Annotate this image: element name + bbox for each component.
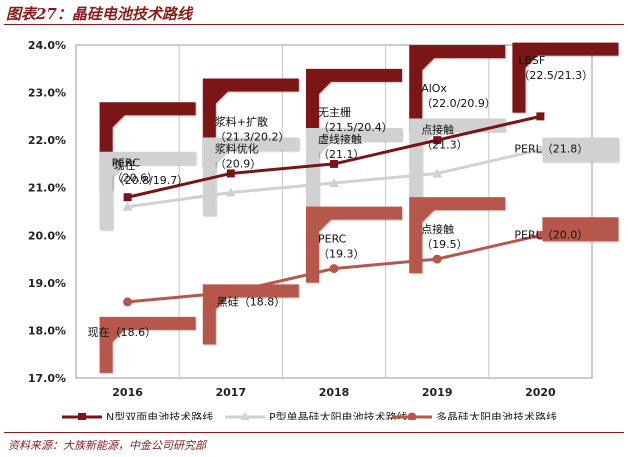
chevron-callout	[542, 137, 619, 162]
callout-label: （20.9）	[215, 157, 261, 170]
data-point	[123, 193, 132, 202]
data-point	[226, 287, 236, 297]
chevron-callout	[542, 217, 619, 242]
data-point	[225, 187, 236, 197]
chevron-callout	[409, 197, 506, 274]
data-point	[432, 168, 443, 178]
chevron-callout	[306, 206, 402, 283]
plot-area	[75, 44, 593, 379]
legend-label: P型单晶硅太阳电池技术路线	[269, 410, 408, 420]
figure-title: 图表27：晶硅电池技术路线	[6, 5, 192, 23]
data-point	[535, 144, 546, 154]
data-point	[226, 169, 235, 178]
legend-label: N型双面电池技术路线	[106, 410, 213, 420]
callout-label: PERC	[318, 233, 347, 246]
callout-label: PERL（21.8）	[514, 143, 588, 156]
callout-label: （19.3）	[318, 248, 365, 261]
y-tick-label: 21.0%	[28, 182, 66, 195]
chevron-callout	[202, 284, 299, 345]
callout-label: （21.1）	[318, 148, 365, 161]
y-tick-label: 20.0%	[28, 229, 66, 242]
callout-label: 黑硅（18.8）	[217, 295, 285, 308]
callout-label: （21.3）	[421, 138, 468, 151]
callout-label: 现在	[114, 159, 136, 172]
callout-label: AlOx	[421, 82, 447, 95]
callout-label: 点接触	[421, 122, 454, 136]
callout-label: 点接触	[421, 222, 454, 236]
callout-label: 虚线接触	[318, 132, 362, 146]
callout-label: PERL（20.0）	[514, 228, 588, 241]
source-rule	[4, 432, 624, 433]
x-tick-label: 2016	[112, 386, 143, 399]
data-point	[329, 264, 339, 274]
y-tick-label: 24.0%	[28, 39, 66, 52]
callout-label: 现在（18.6）	[88, 326, 157, 339]
callout-label: （21.3/20.2）	[215, 130, 290, 143]
y-tick-label: 17.0%	[28, 372, 66, 385]
legend-marker	[240, 412, 250, 420]
source-note: 资料来源：大族新能源，中金公司研究部	[8, 439, 206, 452]
callout-label: 浆料+扩散	[215, 114, 268, 128]
data-point	[433, 136, 442, 145]
series-lines	[122, 112, 546, 307]
x-tick-label: 2018	[319, 386, 350, 399]
callout-label: PERC	[112, 157, 141, 170]
y-tick-label: 23.0%	[28, 87, 66, 100]
data-point	[329, 177, 339, 187]
chevron-callout	[512, 42, 619, 113]
data-point	[123, 297, 133, 307]
callout-label: （20.6）	[112, 172, 159, 185]
x-tick-label: 2020	[525, 386, 556, 399]
chevron-callout	[99, 316, 196, 373]
legend-marker	[78, 413, 86, 420]
y-tick-label: 22.0%	[28, 134, 66, 147]
x-tick-label: 2019	[422, 386, 453, 399]
chevron-callouts	[99, 42, 619, 373]
callout-label: （22.0/20.9）	[421, 97, 496, 110]
callout-label: LBSF	[518, 54, 545, 67]
callout-label: （22.5/21.3）	[518, 69, 593, 82]
chart: 17.0% 18.0% 19.0% 20.0% 21.0% 22.0% 23.0% 24.0%…	[28, 39, 619, 420]
callout-label: （19.5）	[421, 238, 468, 251]
chevron-callout	[202, 137, 299, 216]
callout-labels: 现在 （20.8/19.7） 浆料+扩散 （21.3/20.2） 无主栅 （21.5/20…	[88, 54, 594, 339]
callout-label: 无主栅	[318, 105, 351, 119]
data-point	[432, 254, 442, 264]
legend-marker	[407, 412, 417, 420]
data-point	[536, 112, 545, 121]
data-point	[122, 201, 133, 211]
callout-label: （21.5/20.4）	[318, 121, 393, 134]
x-tick-label: 2017	[215, 386, 246, 399]
plot-axes: 17.0% 18.0% 19.0% 20.0% 21.0% 22.0% 23.0% 24.0%…	[28, 39, 593, 399]
data-point	[535, 230, 545, 240]
chevron-callout	[306, 127, 402, 206]
y-tick-label: 18.0%	[28, 324, 66, 337]
legend: N型双面电池技术路线 P型单晶硅太阳电池技术路线 多晶硅太阳电池技术路线	[62, 410, 557, 420]
data-point	[330, 159, 338, 168]
y-tick-label: 19.0%	[28, 277, 66, 290]
callout-label: （20.8/19.7）	[114, 174, 189, 187]
legend-label: 多晶硅太阳电池技术路线	[436, 410, 557, 420]
callout-label: 浆料优化	[215, 141, 259, 155]
title-rule	[4, 24, 624, 25]
chevron-callout	[99, 151, 196, 230]
